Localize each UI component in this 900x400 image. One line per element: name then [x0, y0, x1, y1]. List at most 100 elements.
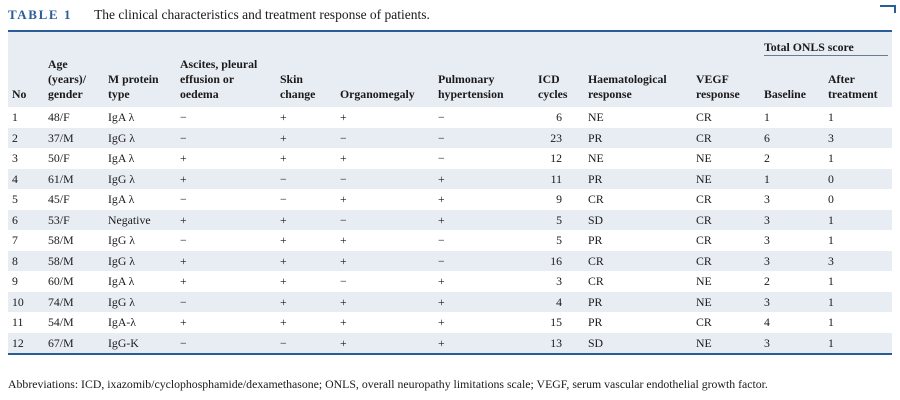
- cell-vegf: CR: [692, 127, 760, 148]
- table-row: 2 37/M IgG λ − + − −23 PR CR 6 3: [8, 127, 893, 148]
- cell-age-gender: 61/M: [44, 168, 104, 189]
- table-body: 1 48/F IgA λ − + + −6 NE CR 1 1 2 37/M IgG λ − + − −23 PR C…: [8, 107, 893, 354]
- cell-icd: 23: [534, 127, 584, 148]
- cell-age-gender: 50/F: [48, 151, 70, 165]
- cell-haem: PR: [588, 233, 603, 247]
- header-row-top: No Age (years)/ gender M protein type As…: [8, 31, 893, 107]
- cell-icd: 12: [550, 151, 562, 165]
- table-label: TABLE 1: [8, 7, 73, 22]
- cell-m-protein: IgA λ: [108, 151, 135, 165]
- cell-organomegaly: +: [340, 151, 347, 165]
- cell-haem: PR: [588, 315, 603, 329]
- cell-no: 5: [12, 192, 18, 206]
- cell-m-protein: IgG λ: [104, 291, 176, 312]
- cell-organomegaly: +: [336, 250, 434, 271]
- cell-organomegaly: +: [340, 110, 347, 124]
- cell-pulmonary: −: [438, 110, 445, 124]
- table-wrapper: No Age (years)/ gender M protein type As…: [8, 30, 893, 355]
- cell-vegf: CR: [696, 315, 712, 329]
- cell-organomegaly: −: [336, 209, 434, 230]
- cell-baseline: 3: [760, 291, 824, 312]
- cell-pulmonary: −: [434, 127, 534, 148]
- col-vegf: VEGF response: [692, 31, 760, 107]
- cell-after: 1: [828, 233, 834, 247]
- cell-age-gender: 74/M: [44, 291, 104, 312]
- cell-pulmonary: −: [438, 151, 445, 165]
- cell-vegf: NE: [692, 168, 760, 189]
- cell-pulmonary: +: [438, 274, 445, 288]
- cell-haem: NE: [588, 151, 604, 165]
- cell-skin: +: [276, 250, 336, 271]
- cell-skin: −: [276, 168, 336, 189]
- cell-skin: +: [280, 315, 287, 329]
- cell-organomegaly: −: [340, 274, 347, 288]
- cell-ascites: −: [176, 291, 276, 312]
- table-row: 8 58/M IgG λ + + + −16 CR CR 3 3: [8, 250, 893, 271]
- cell-no: 4: [8, 168, 44, 189]
- cell-no: 8: [8, 250, 44, 271]
- header-row-sub: Baseline After treatment: [8, 63, 893, 107]
- cell-m-protein: IgG λ: [104, 250, 176, 271]
- cell-pulmonary: +: [434, 209, 534, 230]
- cell-no: 9: [12, 274, 18, 288]
- cell-baseline: 3: [764, 192, 770, 206]
- cell-ascites: −: [180, 192, 187, 206]
- cell-icd: 16: [534, 250, 584, 271]
- cell-baseline: 1: [764, 110, 770, 124]
- table-footnote: Abbreviations: ICD, ixazomib/cyclophosph…: [8, 377, 768, 391]
- cell-baseline: 1: [760, 168, 824, 189]
- table-row: 4 61/M IgG λ + − − +11 PR NE 1 0: [8, 168, 893, 189]
- cell-organomegaly: −: [336, 168, 434, 189]
- table-row: 6 53/F Negative + + − +5 SD CR 3 1: [8, 209, 893, 230]
- cell-vegf: NE: [696, 151, 712, 165]
- cell-after: 1: [824, 209, 893, 230]
- cell-ascites: −: [176, 127, 276, 148]
- cell-organomegaly: +: [340, 233, 347, 247]
- col-group-onls: Total ONLS score: [760, 31, 893, 63]
- cell-no: 2: [8, 127, 44, 148]
- cell-no: 7: [12, 233, 18, 247]
- cell-ascites: −: [176, 332, 276, 354]
- cell-organomegaly: +: [340, 315, 347, 329]
- cell-pulmonary: +: [438, 192, 445, 206]
- cell-age-gender: 37/M: [44, 127, 104, 148]
- corner-mark: [880, 5, 896, 13]
- cell-vegf: CR: [696, 192, 712, 206]
- cell-pulmonary: +: [434, 332, 534, 354]
- table-row: 5 45/F IgA λ − − + +9 CR CR 3 0: [8, 189, 892, 210]
- col-skin: Skin change: [276, 31, 336, 107]
- cell-ascites: −: [180, 233, 187, 247]
- cell-baseline: 3: [760, 332, 824, 354]
- cell-ascites: +: [176, 250, 276, 271]
- cell-vegf: CR: [696, 110, 712, 124]
- cell-haem: PR: [584, 168, 692, 189]
- cell-haem: CR: [588, 192, 604, 206]
- cell-no: 12: [8, 332, 44, 354]
- cell-haem: CR: [584, 250, 692, 271]
- cell-after: 0: [828, 192, 834, 206]
- table-header: No Age (years)/ gender M protein type As…: [8, 31, 893, 107]
- cell-icd: 11: [534, 168, 584, 189]
- cell-ascites: +: [176, 168, 276, 189]
- cell-after: 1: [824, 291, 893, 312]
- cell-m-protein: IgA-λ: [108, 315, 136, 329]
- cell-baseline: 6: [760, 127, 824, 148]
- cell-vegf: CR: [696, 233, 712, 247]
- cell-after: 1: [828, 315, 834, 329]
- table-title: The clinical characteristics and treatme…: [94, 7, 430, 22]
- cell-skin: +: [276, 127, 336, 148]
- cell-skin: −: [276, 332, 336, 354]
- cell-baseline: 3: [760, 250, 824, 271]
- table-row: 1 48/F IgA λ − + + − 6 NE CR 1 1: [8, 107, 892, 128]
- cell-age-gender: 58/M: [44, 250, 104, 271]
- table-row: 9 60/M IgA λ + + − +3 CR NE 2 1: [8, 271, 892, 292]
- cell-age-gender: 54/M: [48, 315, 74, 329]
- table-row: 12 67/M IgG-K − − + +13 SD NE 3 1: [8, 332, 893, 354]
- table-row: 11 54/M IgA-λ + + + +15 PR CR 4 1: [8, 312, 892, 333]
- col-pulmonary: Pulmonary hypertension: [434, 31, 534, 107]
- cell-m-protein: IgA λ: [108, 110, 135, 124]
- cell-m-protein: IgG λ: [104, 168, 176, 189]
- cell-ascites: +: [180, 151, 187, 165]
- cell-m-protein: IgG λ: [108, 233, 136, 247]
- cell-no: 6: [8, 209, 44, 230]
